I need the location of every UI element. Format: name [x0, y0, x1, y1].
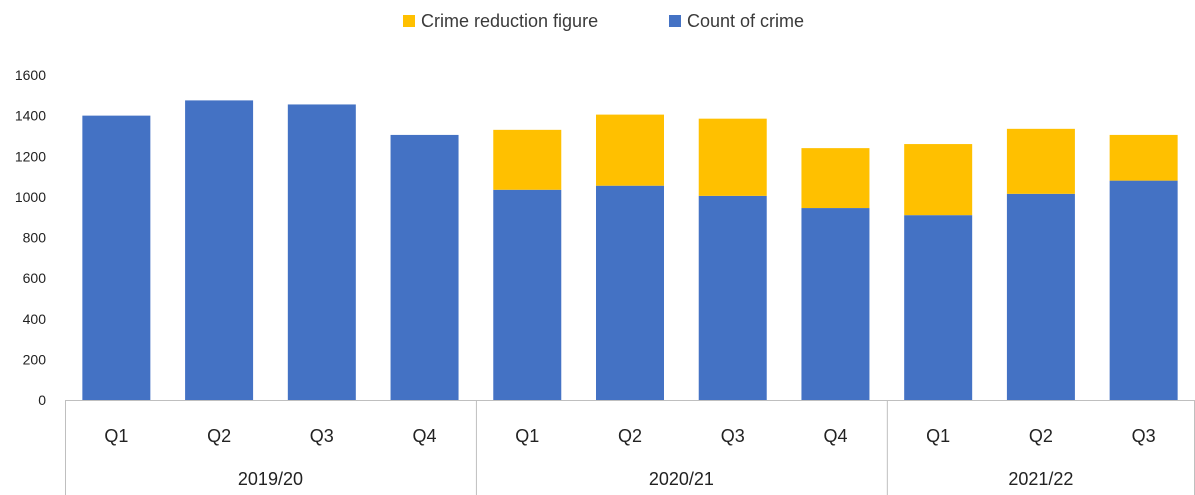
y-tick-label: 400: [23, 311, 47, 327]
bar-count-of-crime: [493, 189, 562, 400]
bar-crime-reduction-figure: [1109, 134, 1178, 181]
bars: [82, 100, 1178, 401]
legend-label: Count of crime: [687, 11, 804, 31]
legend: Crime reduction figure Count of crime: [403, 11, 804, 31]
bar-crime-reduction-figure: [801, 148, 870, 209]
x-tick-label: Q1: [104, 426, 128, 446]
legend-item-count-of-crime: Count of crime: [669, 11, 804, 31]
x-tick-label: Q4: [823, 426, 847, 446]
y-tick-label: 800: [23, 230, 47, 246]
bar-crime-reduction-figure: [904, 144, 973, 216]
x-tick-label: Q2: [207, 426, 231, 446]
bar-crime-reduction-figure: [493, 129, 562, 190]
y-tick-label: 1600: [15, 67, 46, 83]
bar-crime-reduction-figure: [698, 118, 767, 196]
group-label: 2019/20: [238, 469, 303, 489]
y-tick-label: 600: [23, 270, 47, 286]
y-tick-label: 1200: [15, 148, 46, 164]
x-tick-label: Q2: [618, 426, 642, 446]
x-axis: Q1 Q2 Q3 Q4 Q1 Q2 Q3 Q4 Q1 Q2 Q3 2019/20 2020/21 2021…: [65, 400, 1195, 495]
bar-count-of-crime: [801, 208, 870, 400]
group-label: 2020/21: [649, 469, 714, 489]
bar-count-of-crime: [287, 104, 356, 400]
bar-count-of-crime: [1006, 193, 1075, 400]
y-tick-label: 0: [38, 392, 46, 408]
legend-swatch: [403, 15, 415, 27]
bar-count-of-crime: [390, 134, 459, 401]
bar-crime-reduction-figure: [1006, 128, 1075, 194]
legend-label: Crime reduction figure: [421, 11, 598, 31]
x-tick-label: Q1: [926, 426, 950, 446]
x-tick-label: Q3: [310, 426, 334, 446]
bar-count-of-crime: [82, 115, 151, 401]
bar-count-of-crime: [698, 195, 767, 400]
y-tick-label: 200: [23, 351, 47, 367]
x-tick-label: Q4: [413, 426, 437, 446]
legend-swatch: [669, 15, 681, 27]
x-tick-label: Q3: [721, 426, 745, 446]
bar-count-of-crime: [1109, 180, 1178, 400]
bar-crime-reduction-figure: [596, 114, 664, 186]
x-tick-label: Q1: [515, 426, 539, 446]
group-label: 2021/22: [1008, 469, 1073, 489]
bar-count-of-crime: [185, 100, 254, 400]
y-tick-label: 1000: [15, 189, 46, 205]
legend-item-crime-reduction-figure: Crime reduction figure: [403, 11, 598, 31]
x-tick-label: Q3: [1132, 426, 1156, 446]
bar-count-of-crime: [596, 185, 664, 400]
x-tick-label: Q2: [1029, 426, 1053, 446]
y-tick-label: 1400: [15, 108, 46, 124]
y-axis: 0 200 400 600 800 1000 1200 1400 1600: [15, 67, 46, 408]
bar-count-of-crime: [904, 215, 973, 400]
